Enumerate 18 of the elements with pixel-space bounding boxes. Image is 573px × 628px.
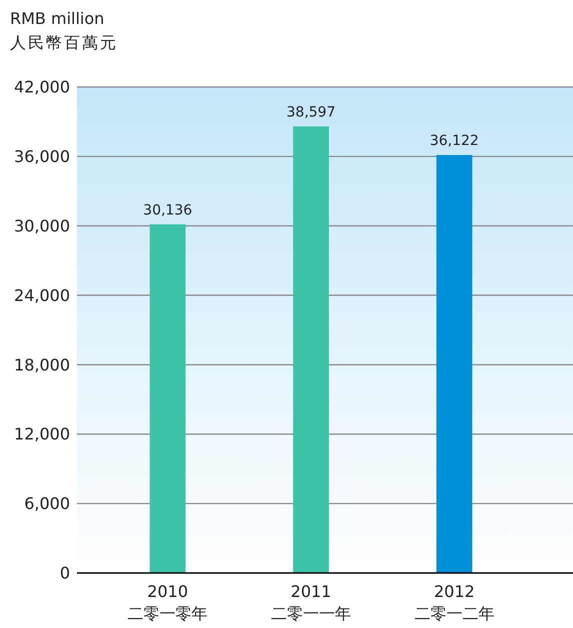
y-tick-label: 30,000 (14, 216, 70, 236)
y-tick-label: 6,000 (24, 494, 70, 514)
bar (436, 155, 472, 573)
data-label: 30,136 (143, 202, 192, 218)
y-tick-label: 18,000 (14, 355, 70, 374)
y-tick-label: 24,000 (14, 286, 70, 305)
data-label: 38,597 (286, 104, 336, 120)
x-tick-label: 2011 二零一一年 (271, 582, 351, 623)
y-tick-label: 42,000 (14, 78, 70, 97)
bar (150, 224, 186, 573)
y-tick-label: 0 (60, 564, 70, 583)
bar (293, 126, 329, 573)
x-tick-label: 2010 二零一零年 (128, 582, 208, 623)
data-label: 36,122 (430, 133, 479, 150)
y-tick-label: 36,000 (14, 147, 70, 166)
y-tick-label: 12,000 (14, 424, 70, 444)
x-tick-label: 2012 二零一二年 (414, 582, 494, 623)
y-axis-title: RMB million 人民幣百萬元 (10, 9, 118, 52)
